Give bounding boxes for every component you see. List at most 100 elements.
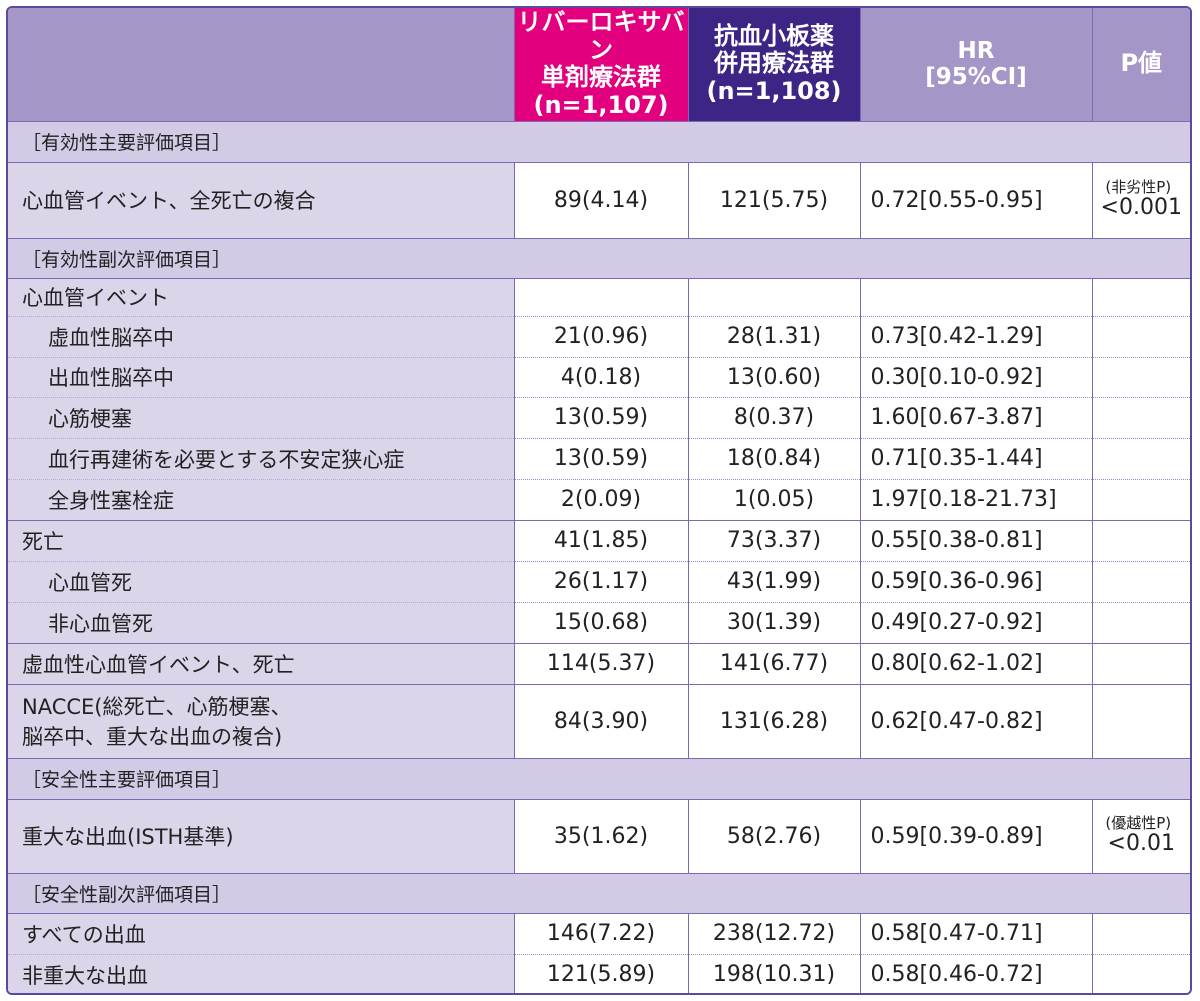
hr-value: 0.80[0.62-1.02] [859, 643, 1092, 685]
header-rivaroxaban-line2: 単剤療法群 [541, 63, 661, 92]
table-row: NACCE(総死亡、心筋梗塞、 脳卒中、重大な出血の複合) 84(3.90) 1… [8, 684, 1190, 759]
section-row: ［安全性主要評価項目］ [8, 758, 1190, 800]
row-label: 出血性脳卒中 [8, 357, 514, 398]
table-row: 虚血性脳卒中 21(0.96) 28(1.31) 0.73[0.42-1.29] [8, 316, 1190, 358]
antiplatelet-value: 1(0.05) [687, 479, 860, 521]
header-hr-line1: HR [957, 37, 995, 64]
empty-cell [513, 278, 688, 317]
results-table-frame: リバーロキサバン 単剤療法群 (n=1,107) 抗血小板薬 併用療法群 (n=… [6, 6, 1192, 995]
header-hr: HR [95%CI] [859, 8, 1092, 122]
p-value: <0.01 [1107, 831, 1175, 857]
rivaroxaban-value: 121(5.89) [513, 954, 688, 993]
empty-cell [1091, 479, 1190, 521]
antiplatelet-value: 30(1.39) [687, 602, 860, 644]
table-row: 全身性塞栓症 2(0.09) 1(0.05) 1.97[0.18-21.73] [8, 479, 1190, 521]
section-safety-primary: ［安全性主要評価項目］ [8, 758, 1190, 800]
header-antiplatelet-line2: 併用療法群 [714, 49, 834, 78]
section-efficacy-primary: ［有効性主要評価項目］ [8, 121, 1190, 163]
table-row: 心血管イベント、全死亡の複合 89(4.14) 121(5.75) 0.72[0… [8, 162, 1190, 239]
row-label: 血行再建術を必要とする不安定狭心症 [8, 438, 514, 480]
antiplatelet-value: 141(6.77) [687, 643, 860, 685]
empty-cell [1091, 602, 1190, 644]
p-value-note: (非劣性P) [1105, 177, 1172, 196]
table-row: 非心血管死 15(0.68) 30(1.39) 0.49[0.27-0.92] [8, 602, 1190, 644]
antiplatelet-value: 43(1.99) [687, 561, 860, 603]
hr-value: 1.60[0.67-3.87] [859, 397, 1092, 439]
hr-value: 0.58[0.46-0.72] [859, 954, 1092, 993]
antiplatelet-value: 18(0.84) [687, 438, 860, 480]
row-label: 心血管死 [8, 561, 514, 603]
row-label: NACCE(総死亡、心筋梗塞、 脳卒中、重大な出血の複合) [8, 684, 514, 759]
row-label: 非心血管死 [8, 602, 514, 644]
hr-value: 0.55[0.38-0.81] [859, 520, 1092, 562]
antiplatelet-value: 131(6.28) [687, 684, 860, 759]
row-label: 全身性塞栓症 [8, 479, 514, 521]
header-antiplatelet-line3: (n=1,108) [706, 77, 842, 106]
rivaroxaban-value: 21(0.96) [513, 316, 688, 358]
antiplatelet-value: 73(3.37) [687, 520, 860, 562]
rivaroxaban-value: 89(4.14) [513, 162, 688, 239]
header-row: リバーロキサバン 単剤療法群 (n=1,107) 抗血小板薬 併用療法群 (n=… [8, 8, 1190, 122]
row-label: 死亡 [8, 520, 514, 562]
rivaroxaban-value: 2(0.09) [513, 479, 688, 521]
p-value-cell: (優越性P) <0.01 [1091, 799, 1190, 874]
antiplatelet-value: 58(2.76) [687, 799, 860, 874]
rivaroxaban-value: 15(0.68) [513, 602, 688, 644]
row-label: 虚血性脳卒中 [8, 316, 514, 358]
rivaroxaban-value: 35(1.62) [513, 799, 688, 874]
section-safety-secondary: ［安全性副次評価項目］ [8, 873, 1190, 914]
row-label: すべての出血 [8, 913, 514, 955]
header-rivaroxaban: リバーロキサバン 単剤療法群 (n=1,107) [513, 8, 688, 122]
hr-value: 0.62[0.47-0.82] [859, 684, 1092, 759]
header-antiplatelet: 抗血小板薬 併用療法群 (n=1,108) [687, 8, 860, 122]
table-row: 虚血性心血管イベント、死亡 114(5.37) 141(6.77) 0.80[0… [8, 643, 1190, 685]
row-label: 心血管イベント [8, 278, 514, 317]
header-p: P値 [1091, 8, 1190, 122]
rivaroxaban-value: 4(0.18) [513, 357, 688, 398]
table-row: 重大な出血(ISTH基準) 35(1.62) 58(2.76) 0.59[0.3… [8, 799, 1190, 874]
hr-value: 1.97[0.18-21.73] [859, 479, 1092, 521]
section-row: ［安全性副次評価項目］ [8, 873, 1190, 914]
hr-value: 0.59[0.39-0.89] [859, 799, 1092, 874]
empty-cell [1091, 684, 1190, 759]
p-value-cell: (非劣性P) <0.001 [1091, 162, 1190, 239]
row-label: 心筋梗塞 [8, 397, 514, 439]
antiplatelet-value: 198(10.31) [687, 954, 860, 993]
p-value: <0.001 [1100, 195, 1182, 221]
table-row: すべての出血 146(7.22) 238(12.72) 0.58[0.47-0.… [8, 913, 1190, 955]
table-row: 心血管イベント [8, 278, 1190, 317]
row-label-line1: NACCE(総死亡、心筋梗塞、 [22, 695, 292, 719]
row-label-line2: 脳卒中、重大な出血の複合) [22, 725, 283, 749]
empty-cell [1091, 397, 1190, 439]
rivaroxaban-value: 146(7.22) [513, 913, 688, 955]
empty-cell [1091, 357, 1190, 398]
section-row: ［有効性副次評価項目］ [8, 238, 1190, 279]
hr-value: 0.58[0.47-0.71] [859, 913, 1092, 955]
antiplatelet-value: 13(0.60) [687, 357, 860, 398]
rivaroxaban-value: 41(1.85) [513, 520, 688, 562]
header-rivaroxaban-line3: (n=1,107) [533, 90, 669, 119]
section-efficacy-secondary: ［有効性副次評価項目］ [8, 238, 1190, 279]
header-hr-line2: [95%CI] [925, 64, 1027, 91]
empty-cell [1091, 520, 1190, 562]
empty-cell [1091, 278, 1190, 317]
table-row: 心筋梗塞 13(0.59) 8(0.37) 1.60[0.67-3.87] [8, 397, 1190, 439]
table-row: 血行再建術を必要とする不安定狭心症 13(0.59) 18(0.84) 0.71… [8, 438, 1190, 480]
hr-value: 0.30[0.10-0.92] [859, 357, 1092, 398]
p-value-note: (優越性P) [1105, 813, 1172, 832]
antiplatelet-value: 238(12.72) [687, 913, 860, 955]
row-label: 非重大な出血 [8, 954, 514, 993]
table-row: 非重大な出血 121(5.89) 198(10.31) 0.58[0.46-0.… [8, 954, 1190, 993]
antiplatelet-value: 8(0.37) [687, 397, 860, 439]
header-empty-cell [8, 8, 514, 122]
empty-cell [1091, 316, 1190, 358]
rivaroxaban-value: 13(0.59) [513, 397, 688, 439]
results-table: リバーロキサバン 単剤療法群 (n=1,107) 抗血小板薬 併用療法群 (n=… [8, 8, 1190, 993]
empty-cell [1091, 913, 1190, 955]
hr-value: 0.72[0.55-0.95] [859, 162, 1092, 239]
antiplatelet-value: 121(5.75) [687, 162, 860, 239]
hr-value: 0.49[0.27-0.92] [859, 602, 1092, 644]
row-label: 重大な出血(ISTH基準) [8, 799, 514, 874]
rivaroxaban-value: 26(1.17) [513, 561, 688, 603]
header-rivaroxaban-line1: リバーロキサバン [517, 8, 685, 64]
